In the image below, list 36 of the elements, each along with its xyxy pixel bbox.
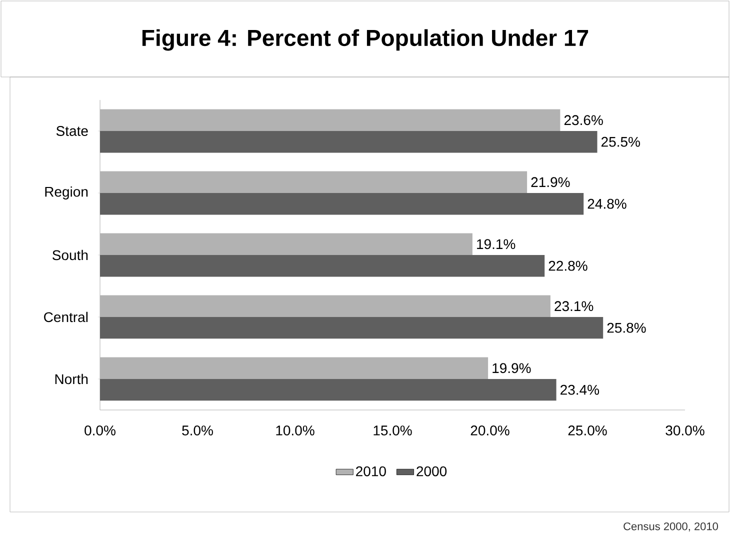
data-label: 23.1% <box>554 301 594 312</box>
bar <box>100 109 560 131</box>
data-label: 25.5% <box>601 136 640 147</box>
legend-label: 2010 <box>356 466 386 476</box>
y-tick-label: South <box>52 250 88 260</box>
x-tick-label: 10.0% <box>276 426 314 436</box>
bar <box>100 171 528 193</box>
data-label: 23.4% <box>560 384 600 395</box>
data-label: 23.6% <box>564 115 603 126</box>
text: Census 2000, 2010 <box>624 522 718 532</box>
y-tick-label: Region <box>45 186 88 200</box>
x-tick-label: 15.0% <box>374 426 412 436</box>
bar <box>100 254 545 277</box>
data-label: 22.8% <box>548 260 588 271</box>
data-label: 21.9% <box>531 177 570 188</box>
x-tick-label: 20.0% <box>470 426 510 436</box>
bar <box>100 192 584 215</box>
x-tick-label: 30.0% <box>666 426 704 436</box>
bar <box>100 357 488 379</box>
data-label: 19.9% <box>492 363 531 374</box>
chart-title: Figure 4: Percent of Population Under 17 <box>142 29 588 51</box>
bar <box>100 130 598 153</box>
bar <box>100 316 604 339</box>
y-tick-label: State <box>56 126 88 136</box>
bar <box>100 233 472 255</box>
x-tick-label: 5.0% <box>182 426 213 436</box>
bar <box>100 295 550 317</box>
data-label: 25.8% <box>607 322 646 333</box>
y-tick-label: North <box>55 374 88 384</box>
x-tick-label: 0.0% <box>84 426 116 436</box>
x-tick-label: 25.0% <box>568 426 607 436</box>
y-tick-label: Central <box>44 312 88 322</box>
legend-label: 2000 <box>416 466 447 476</box>
data-label: 24.8% <box>588 198 626 209</box>
data-label: 19.1% <box>477 239 516 250</box>
bar <box>100 378 556 401</box>
